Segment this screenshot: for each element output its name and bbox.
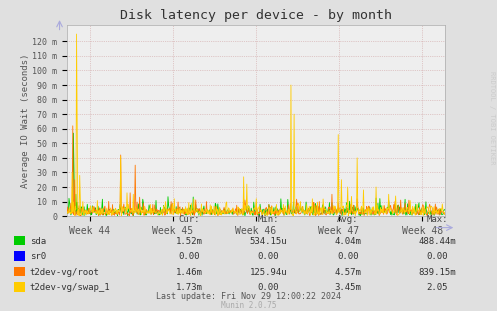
Text: 0.00: 0.00 [257, 283, 279, 292]
Text: 488.44m: 488.44m [418, 237, 456, 245]
Text: 125.94u: 125.94u [249, 268, 287, 276]
Text: t2dev-vg/root: t2dev-vg/root [30, 268, 100, 276]
Title: Disk latency per device - by month: Disk latency per device - by month [120, 9, 392, 22]
Text: t2dev-vg/swap_1: t2dev-vg/swap_1 [30, 283, 110, 292]
Text: Last update: Fri Nov 29 12:00:22 2024: Last update: Fri Nov 29 12:00:22 2024 [156, 291, 341, 300]
Text: 1.46m: 1.46m [175, 268, 202, 276]
Text: Max:: Max: [426, 215, 448, 224]
Text: 1.52m: 1.52m [175, 237, 202, 245]
Text: 2.05: 2.05 [426, 283, 448, 292]
Text: 534.15u: 534.15u [249, 237, 287, 245]
Text: 0.00: 0.00 [426, 252, 448, 261]
Y-axis label: Average IO Wait (seconds): Average IO Wait (seconds) [20, 53, 30, 188]
Text: 4.04m: 4.04m [334, 237, 361, 245]
Text: Cur:: Cur: [178, 215, 200, 224]
Text: 3.45m: 3.45m [334, 283, 361, 292]
Text: 0.00: 0.00 [337, 252, 359, 261]
Text: 0.00: 0.00 [257, 252, 279, 261]
Text: sr0: sr0 [30, 252, 46, 261]
Text: 839.15m: 839.15m [418, 268, 456, 276]
Text: 0.00: 0.00 [178, 252, 200, 261]
Text: sda: sda [30, 237, 46, 245]
Text: Munin 2.0.75: Munin 2.0.75 [221, 301, 276, 310]
Text: Min:: Min: [257, 215, 279, 224]
Text: RRDTOOL / TOBI OETIKER: RRDTOOL / TOBI OETIKER [489, 72, 495, 165]
Text: 1.73m: 1.73m [175, 283, 202, 292]
Text: 4.57m: 4.57m [334, 268, 361, 276]
Text: Avg:: Avg: [337, 215, 359, 224]
